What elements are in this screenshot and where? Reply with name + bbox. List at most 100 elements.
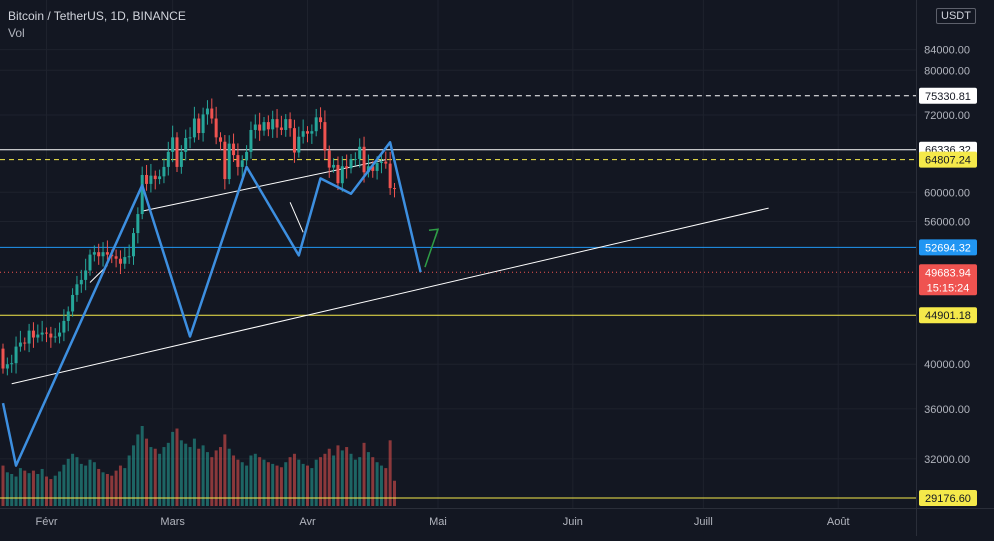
candle-body xyxy=(271,119,275,130)
chart-header: Bitcoin / TetherUS, 1D, BINANCE Vol xyxy=(8,8,186,42)
candle-body xyxy=(171,137,175,152)
volume-bar xyxy=(18,468,22,506)
candle-body xyxy=(149,175,153,184)
y-tick-label: 80000.00 xyxy=(924,65,970,77)
level-price-tag-bg xyxy=(919,307,977,324)
candle-body xyxy=(358,146,362,160)
candle-body xyxy=(319,117,323,123)
volume-bar xyxy=(240,462,244,506)
candle-body xyxy=(36,334,40,338)
volume-bar xyxy=(105,474,109,506)
last-price-tag-bg xyxy=(919,264,977,296)
y-tick-label: 60000.00 xyxy=(924,187,970,199)
level-price-tag: 52694.32 xyxy=(925,242,971,254)
volume-bar xyxy=(366,452,370,506)
volume-bar xyxy=(245,465,249,506)
candle-body xyxy=(379,161,383,163)
currency-badge[interactable]: USDT xyxy=(936,8,976,24)
candle-body xyxy=(332,164,336,168)
candle-body xyxy=(306,131,309,134)
volume-bar xyxy=(258,457,262,506)
candle-body xyxy=(123,257,127,264)
level-price-tag-bg xyxy=(919,151,977,168)
volume-bar xyxy=(253,453,257,506)
volume-bar xyxy=(219,447,222,506)
volume-bar xyxy=(101,472,105,506)
y-tick-label: 32000.00 xyxy=(924,454,970,466)
volume-bar xyxy=(166,442,170,506)
volume-bar xyxy=(36,474,40,506)
x-tick-label: Mars xyxy=(160,516,185,528)
volume-bar xyxy=(288,457,292,506)
volume-bar xyxy=(75,457,79,506)
volume-bar xyxy=(214,450,218,506)
level-price-tag-bg xyxy=(919,490,977,507)
volume-bar xyxy=(145,438,149,506)
trend-line xyxy=(289,202,304,233)
volume-bars xyxy=(1,426,396,506)
volume-bar xyxy=(49,479,53,506)
volume-bar xyxy=(371,457,375,506)
x-tick-label: Févr xyxy=(36,516,58,528)
price-candles xyxy=(1,98,396,376)
volume-bar xyxy=(14,476,18,506)
level-price-tag-bg xyxy=(919,239,977,256)
volume-indicator-label[interactable]: Vol xyxy=(8,26,25,40)
volume-bar xyxy=(332,455,336,506)
candle-body xyxy=(1,348,5,369)
volume-bar xyxy=(66,458,70,506)
candle-body xyxy=(279,127,283,130)
candle-body xyxy=(145,174,149,184)
volume-bar xyxy=(388,440,392,506)
candle-body xyxy=(210,108,214,119)
candle-body xyxy=(158,176,162,180)
candle-body xyxy=(45,332,48,334)
volume-bar xyxy=(349,453,353,506)
volume-bar xyxy=(223,434,227,506)
candle-body xyxy=(349,159,353,169)
candle-body xyxy=(101,252,105,257)
volume-bar xyxy=(123,468,127,506)
volume-bar xyxy=(393,480,396,506)
candle-body xyxy=(140,174,144,215)
volume-bar xyxy=(158,453,162,506)
volume-bar xyxy=(192,438,196,506)
candle-body xyxy=(71,294,75,312)
candle-body xyxy=(58,332,62,337)
candle-body xyxy=(314,117,318,132)
volume-bar xyxy=(45,476,48,506)
candle-body xyxy=(197,118,201,134)
volume-bar xyxy=(210,457,214,506)
candle-body xyxy=(292,128,296,153)
volume-bar xyxy=(292,453,296,506)
x-tick-label: Avr xyxy=(299,516,316,528)
y-tick-label: 84000.00 xyxy=(924,45,970,57)
candle-body xyxy=(175,137,179,167)
volume-bar xyxy=(227,448,231,506)
volume-bar xyxy=(97,468,101,506)
candle-body xyxy=(375,162,379,171)
volume-bar xyxy=(379,465,383,506)
volume-bar xyxy=(1,465,5,506)
candle-body xyxy=(249,129,253,152)
zigzag-pattern xyxy=(1,141,422,467)
candle-body xyxy=(301,131,305,137)
last-price-tag: 49683.94 xyxy=(925,267,971,279)
candle-body xyxy=(297,136,301,153)
volume-bar xyxy=(358,457,362,506)
candle-body xyxy=(88,254,92,271)
volume-bar xyxy=(362,442,366,506)
y-tick-label: 40000.00 xyxy=(924,359,970,371)
candle-body xyxy=(5,364,9,369)
level-price-tag: 29176.60 xyxy=(925,493,971,505)
symbol-title[interactable]: Bitcoin / TetherUS, 1D, BINANCE xyxy=(8,9,186,23)
candle-body xyxy=(336,164,340,184)
candle-body xyxy=(118,258,122,264)
volume-bar xyxy=(319,457,323,506)
x-tick-label: Mai xyxy=(429,516,447,528)
volume-bar xyxy=(327,448,331,506)
x-tick-label: Août xyxy=(827,516,850,528)
candle-body xyxy=(127,256,131,258)
